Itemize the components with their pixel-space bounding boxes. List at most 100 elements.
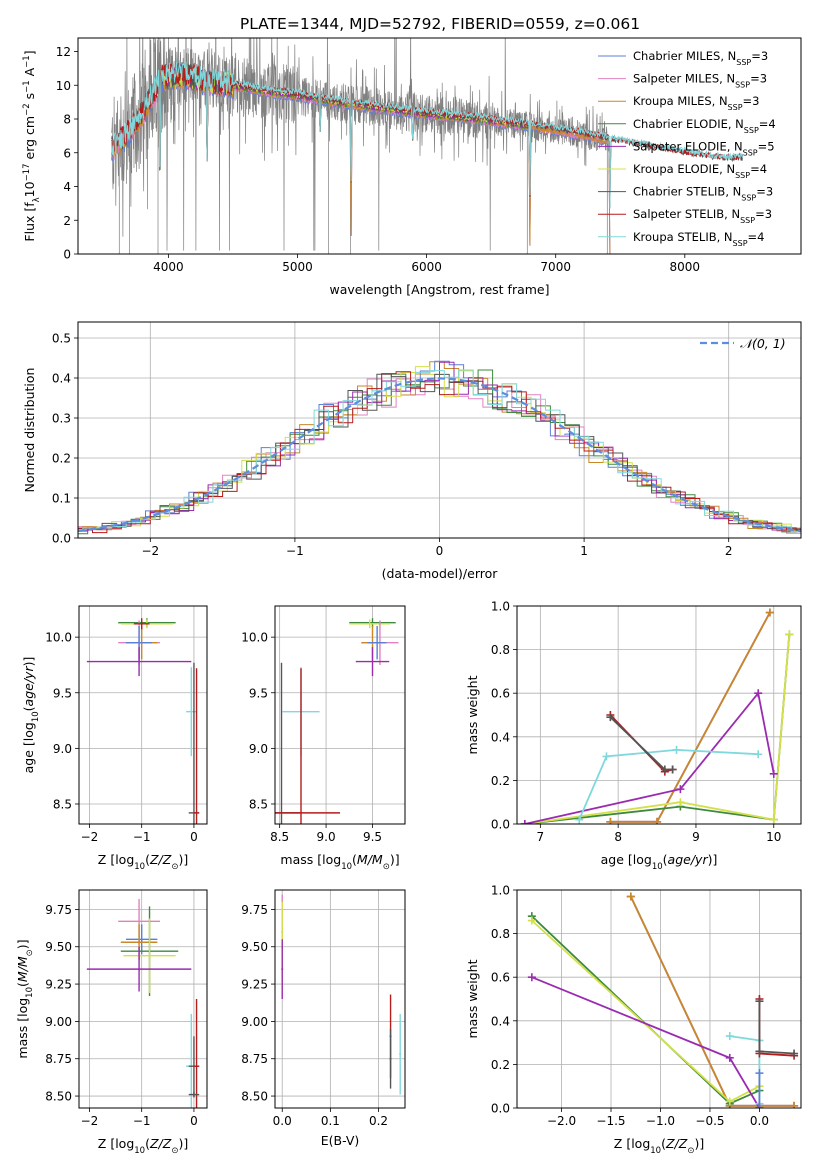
chart-residuals: −2 −1 0 1 2 0.0 0.1 0.2 0.3 0.4 0.5 (data-model)/er… [22,321,802,581]
x-tick-label: 0.2 [369,1114,388,1128]
y-tick-label: 1.0 [491,600,510,614]
y-tick-label: 0.3 [52,412,71,426]
x-tick-label: 2 [725,544,733,558]
x-tick-label: −2 [81,830,99,844]
plus-marker [755,997,764,1006]
plus-marker [676,798,685,807]
figure-title: PLATE=1344, MJD=52792, FIBERID=0559, z=0… [240,15,640,33]
plot-area [86,898,200,1108]
y-tick-label: 10.0 [45,631,72,645]
x-tick-label: −2 [81,1114,99,1128]
y-tick-label: 9.0 [53,742,72,756]
plus-marker [755,1104,764,1108]
plot-area [86,618,200,824]
y-tick-label: 0.4 [491,1014,510,1028]
chart-age-vs-Z: −2 −1 0 8.5 9.0 9.5 10.0 Z [log10(Z/Z⊙)] age [lo… [21,605,208,872]
y-axis-label: mass weight [465,675,480,754]
y-tick-label: 8.75 [241,1052,268,1066]
plus-marker [602,752,611,761]
plus-marker [672,745,681,754]
plus-marker [725,1053,734,1062]
plus-marker [755,1069,764,1078]
x-tick-label: −2.0 [547,1114,576,1128]
x-tick-label: −1 [133,1114,151,1128]
y-axis-label: mass weight [465,959,480,1038]
x-axis-label: mass [log10(M/M⊙)] [280,852,399,872]
plus-marker [769,815,778,824]
weight-line [531,976,761,1108]
plus-marker [725,1032,734,1041]
plus-marker [606,713,615,722]
y-tick-label: 9.00 [45,1015,72,1029]
plus-marker [676,785,685,794]
x-tick-label: −1 [133,830,151,844]
weight-line [609,716,673,771]
axes-frame [516,605,802,825]
y-tick-label: 9.5 [53,686,72,700]
plus-marker [527,973,536,982]
weight-line [610,612,771,823]
weight-line [524,691,775,824]
chart-age-vs-mass: 8.5 9.0 9.5 8.5 9.0 9.5 10.0 mass [log10(M/M⊙)] [241,605,406,872]
plus-marker [527,916,536,925]
x-tick-label: 0 [190,1114,198,1128]
plus-marker [754,689,763,698]
axes-frame [516,889,802,1109]
y-axis-label: age [log10(age/yr)] [21,657,41,774]
y-tick-label: 9.5 [249,686,268,700]
x-tick-label: 8 [614,830,622,844]
histogram-salpeter-elodie [78,361,801,534]
y-tick-label: 8 [63,113,71,127]
weight-line [531,915,760,1105]
legend-label: Chabrier ELODIE, NSSP=4 [633,117,776,135]
y-tick-label: 8.50 [241,1090,268,1104]
legend-label: 𝒩(0, 1) [740,336,786,351]
y-tick-label: 2 [63,214,71,228]
plus-marker [769,769,778,778]
axes-frame [77,37,802,255]
plot-area [78,360,801,536]
chart-spectrum: 4000 5000 6000 7000 8000 0 2 4 6 8 10 12 wavelength … [22,37,802,297]
y-tick-label: 0.5 [52,332,71,346]
plus-marker [520,820,529,824]
y-axis-label: mass [log10(M/M⊙)] [15,939,35,1058]
weight-line [610,612,771,823]
x-tick-label: 0 [190,830,198,844]
legend-label: Kroupa ELODIE, NSSP=4 [633,162,767,180]
y-tick-label: 9.50 [45,940,72,954]
x-tick-label: −2 [141,544,159,558]
x-tick-label: 8000 [670,260,701,274]
model-line-kroupa-stelib [111,60,744,209]
plus-marker [653,817,662,824]
x-tick-label: 6000 [411,260,442,274]
axes-frame [78,605,208,825]
y-tick-label: 9.00 [241,1015,268,1029]
axes-frame [274,605,406,825]
y-tick-label: 9.75 [45,903,72,917]
chart-mass-vs-ebv: 0.0 0.1 0.2 8.50 8.75 9.00 9.25 9.50 9.75 E(B-V) [241,889,406,1148]
x-axis-label: E(B-V) [321,1133,360,1148]
y-axis-label: Normed distribution [22,368,37,493]
axes-frame [78,889,208,1109]
plus-marker [626,892,635,901]
legend-label: Chabrier STELIB, NSSP=3 [633,185,773,203]
y-tick-label: 10.0 [241,631,268,645]
y-tick-label: 8.5 [249,797,268,811]
x-tick-label: −1 [286,544,304,558]
x-tick-label: −0.5 [695,1114,724,1128]
y-tick-label: 10 [56,79,71,93]
weight-line [758,999,795,1057]
x-tick-label: 8.5 [270,830,289,844]
plot-area [527,892,799,1108]
y-axis-label: Flux [fλ10−17 erg cm−2 s−1 A−1] [22,50,42,241]
y-tick-label: 0.2 [491,774,510,788]
x-tick-label: 0.0 [273,1114,292,1128]
plot-area [111,38,744,254]
plus-marker [725,1097,734,1106]
x-tick-label: −1.5 [596,1114,625,1128]
legend-label: Salpeter STELIB, NSSP=3 [633,207,772,225]
plot-area [520,608,794,824]
x-tick-label: 0.0 [750,1114,769,1128]
y-tick-label: 0.4 [491,730,510,744]
